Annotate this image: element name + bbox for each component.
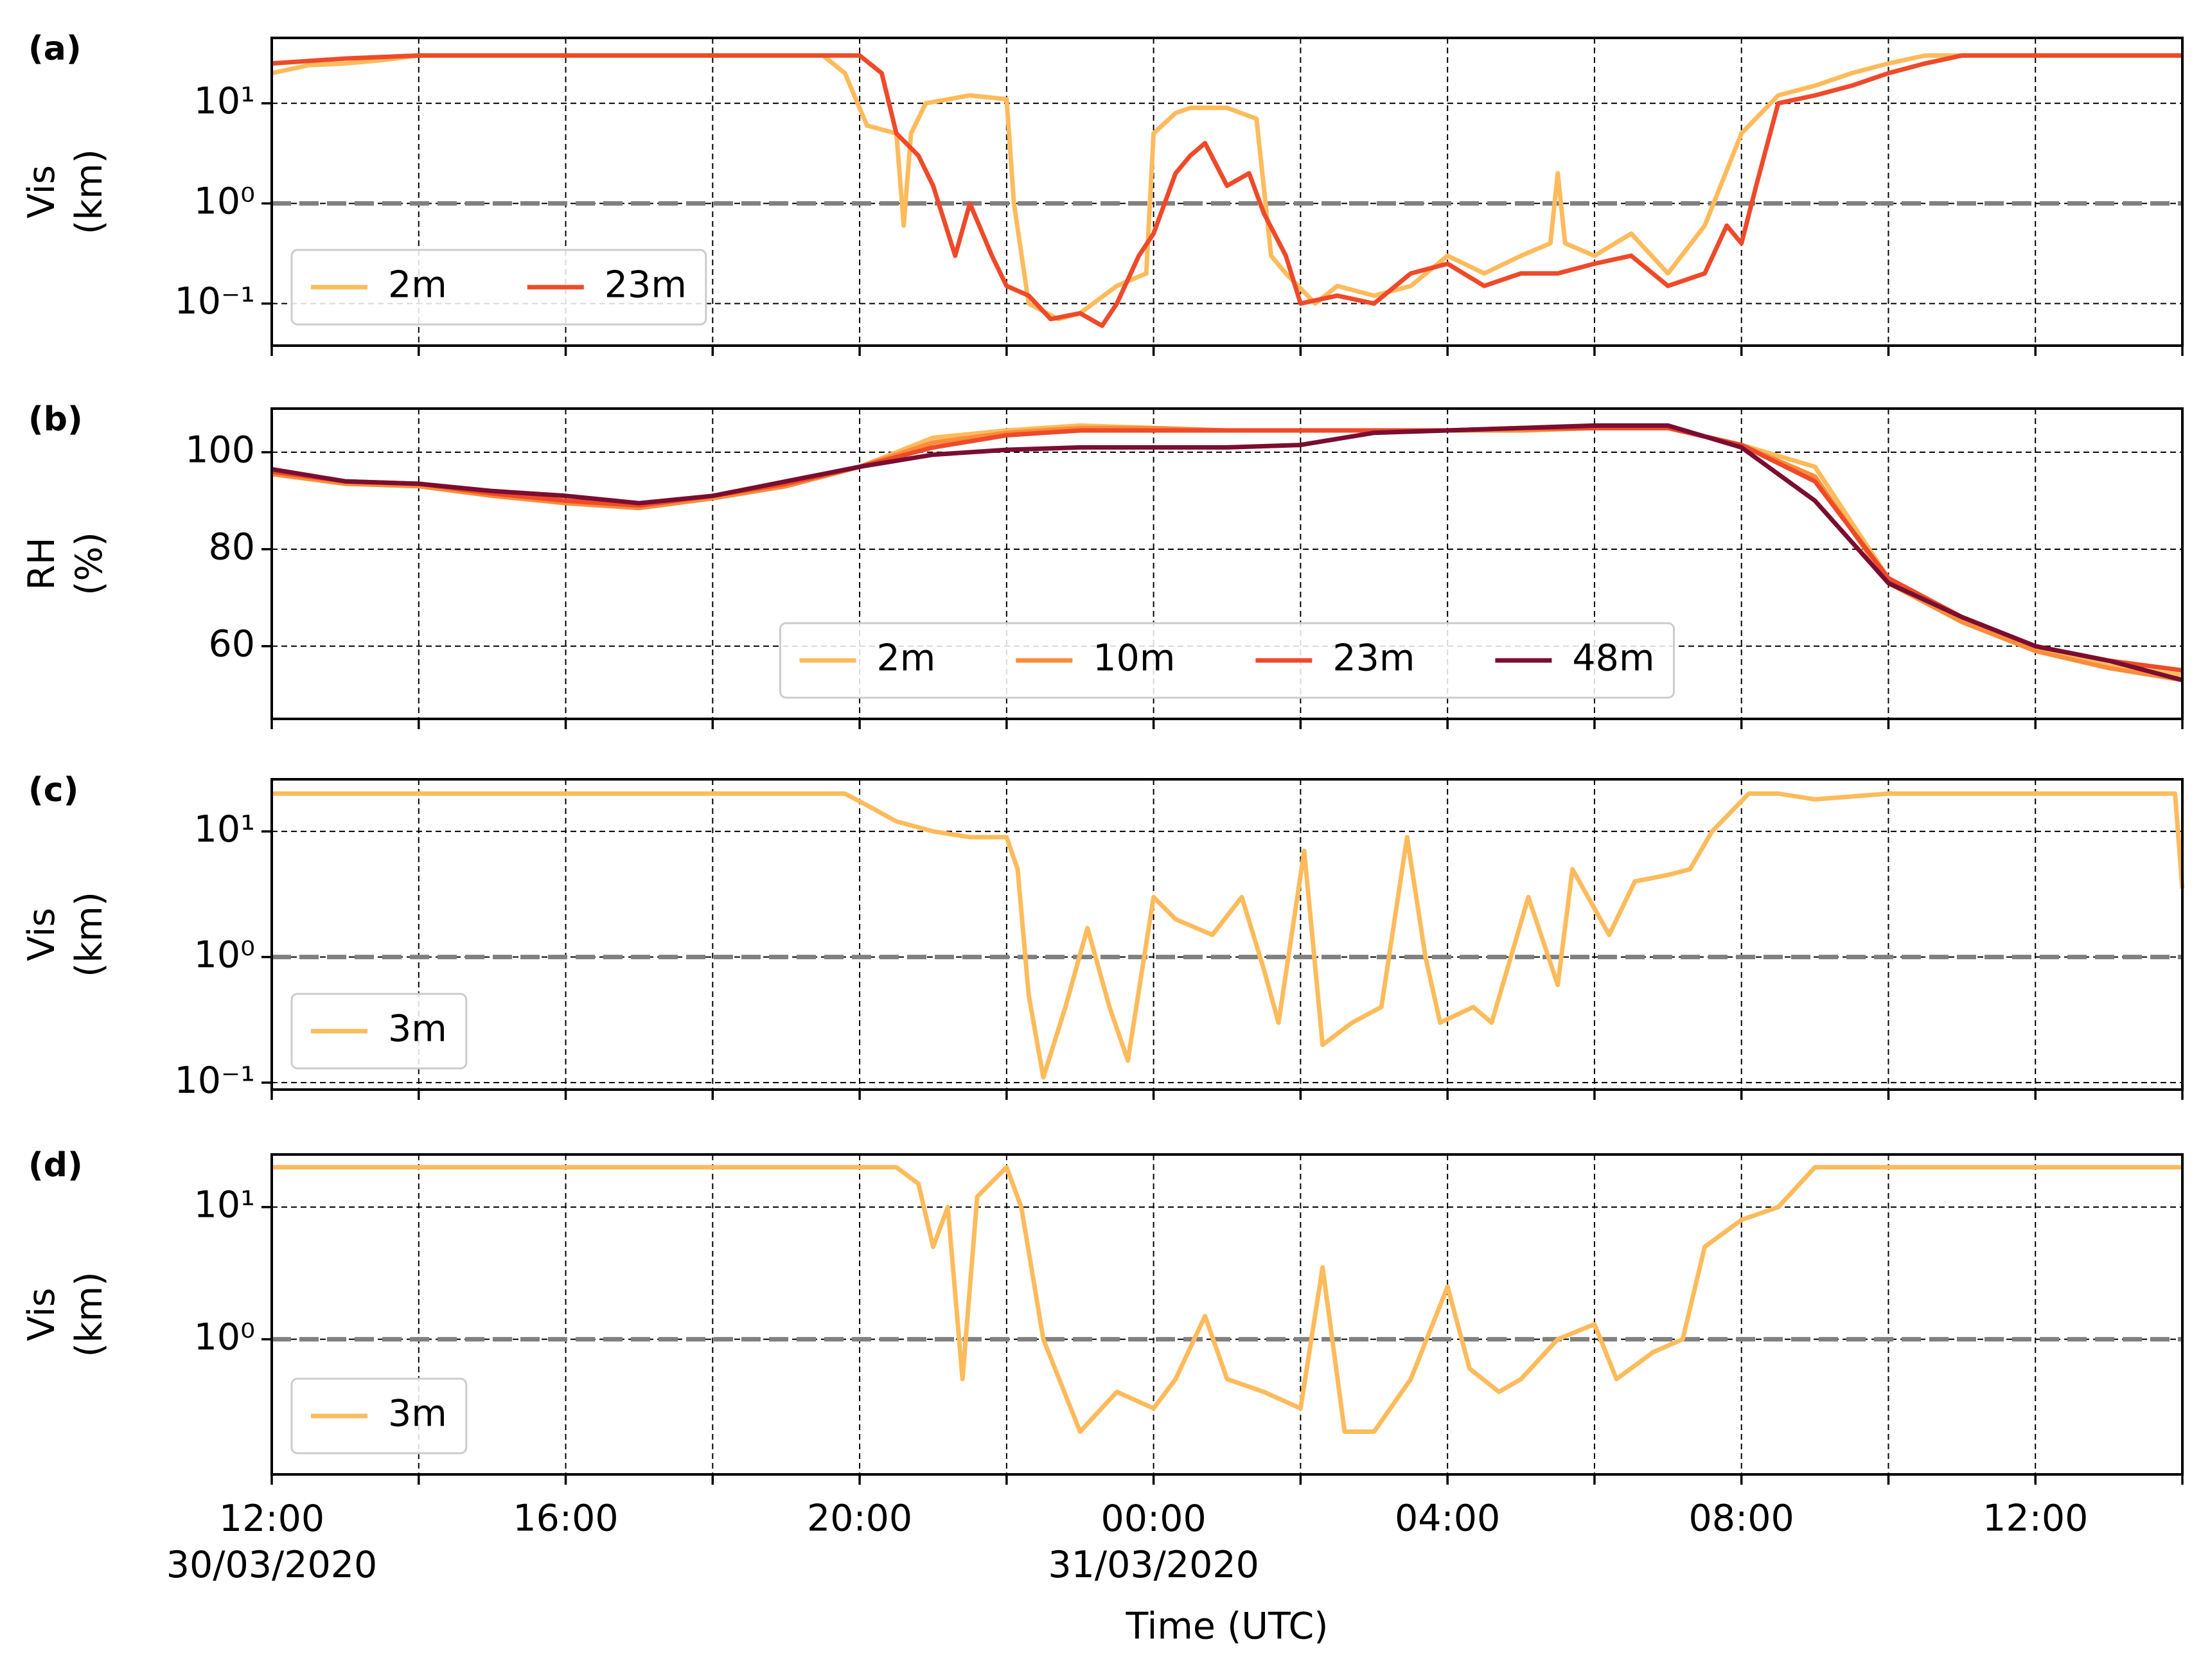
series-line [272,791,2185,1080]
y-axis-label: Vis (km) [21,892,110,977]
legend: 2m 23m [290,249,707,326]
x-tick-label: 20:00 [807,1498,912,1540]
legend: 3m [290,1377,468,1455]
legend-frame [290,993,468,1070]
x-axis-label: Time (UTC) [1125,1605,1328,1648]
panel: 10¹ 10⁰ 10⁻¹ (a) Vis (km) 2m 23m [21,30,2184,356]
y-axis-label-group: Vis (km) [21,149,110,234]
series-line [272,1165,2182,1434]
series-line [271,423,2183,682]
y-tick-label: 10⁰ [194,180,255,222]
legend-label: 3m [388,1008,447,1050]
y-tick-label: 80 [208,526,255,568]
y-tick-label: 10⁰ [194,933,255,976]
legend: 3m [290,993,468,1070]
legend: 2m 10m 23m 48m [779,622,1675,699]
x-tick-label: 12:00 [1983,1498,2088,1540]
y-axis-label-group: RH (%) [21,532,110,596]
legend-label: 2m [877,637,936,680]
panel: 100 80 60 (b) RH (%) 2m 10m 23m 48m [21,400,2184,729]
y-tick-label: 10⁻¹ [175,1059,255,1102]
legend-label: 2m [388,264,447,306]
series-line [271,425,2183,673]
legend-label: 3m [388,1393,447,1435]
legend-label: 10m [1093,637,1175,680]
legend-frame [779,622,1675,699]
y-tick-label: 10⁰ [194,1316,255,1358]
panel: 10¹ 10⁰ 10⁻¹ (c) Vis (km) 3m [21,771,2185,1102]
panel-label: (b) [28,400,83,439]
y-axis-label-group: Vis (km) [21,892,110,977]
y-axis-label: RH (%) [21,532,110,596]
legend-label: 23m [1332,637,1415,680]
panel-label: (d) [28,1146,83,1185]
legend-label: 23m [605,264,687,306]
y-tick-label: 10⁻¹ [175,280,255,323]
x-tick-label: 00:00 31/03/2020 [1048,1498,1259,1586]
y-axis-label: Vis (km) [21,1271,110,1357]
plot-frame [270,778,2184,1091]
series-line [271,53,2182,328]
y-tick-label: 10¹ [194,80,255,122]
x-tick-label: 16:00 [513,1498,618,1540]
plot-frame [270,407,2184,720]
legend-frame [290,1377,468,1455]
legend-frame [290,249,707,326]
x-tick-label: 12:00 30/03/2020 [166,1498,378,1586]
panel: 10¹ 10⁰ (d) Vis (km) 3m 12:00 30/03/2020 16:00 20… [21,1146,2184,1648]
y-tick-label: 100 [185,429,255,472]
plot-frame [270,1153,2184,1476]
legend-label: 48m [1572,637,1654,680]
y-tick-label: 60 [208,623,255,665]
y-axis-label-group: Vis (km) [21,1271,110,1357]
panel-label: (c) [28,771,78,809]
y-tick-label: 10¹ [194,1184,255,1226]
plot-frame [270,37,2184,347]
x-tick-label: 08:00 [1689,1498,1794,1540]
x-tick-label: 04:00 [1395,1498,1500,1540]
y-axis-label: Vis (km) [21,149,110,234]
panel-label: (a) [28,30,82,68]
y-tick-label: 10¹ [194,808,255,851]
